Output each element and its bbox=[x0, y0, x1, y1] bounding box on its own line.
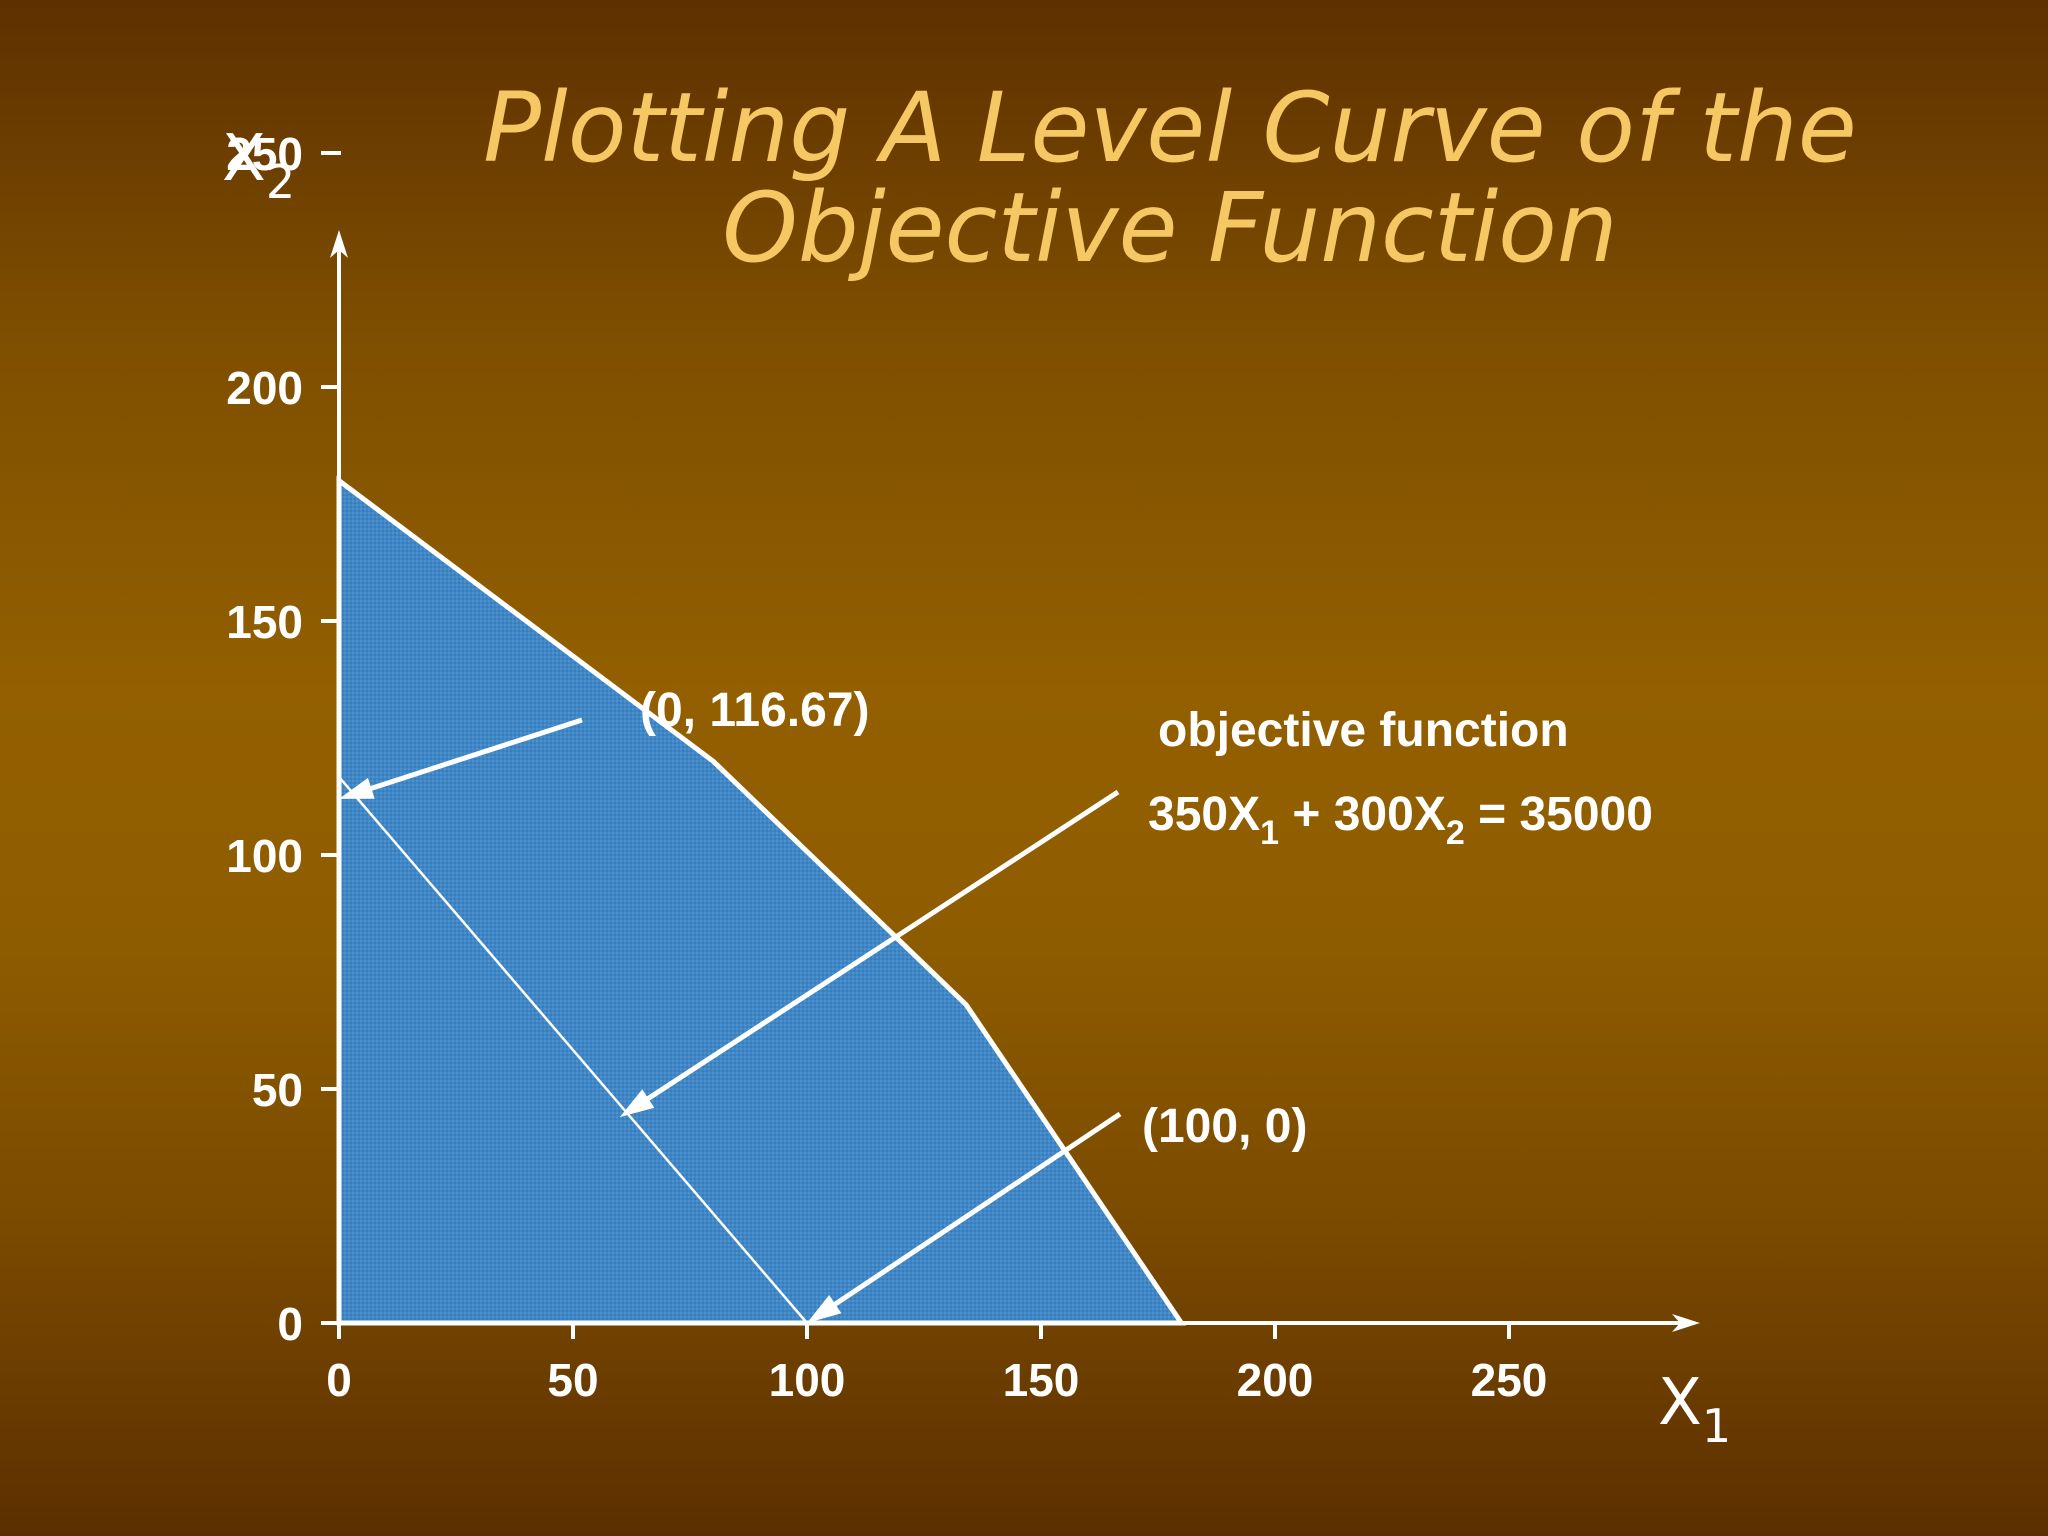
arrowhead-objective-function bbox=[619, 1089, 655, 1118]
arrow-objective-function bbox=[641, 789, 1120, 1104]
level-curve bbox=[338, 776, 808, 1324]
y-axis-arrowhead bbox=[330, 230, 348, 258]
x-axis-label: X1 bbox=[1658, 1366, 1731, 1453]
arrowhead-point-2 bbox=[807, 1294, 842, 1323]
slide-title: Plotting A Level Curve of the Objective … bbox=[440, 78, 1900, 278]
label-point-2: (100, 0) bbox=[1142, 1100, 1307, 1153]
x-ticks: 0 50 100 150 200 250 bbox=[326, 1321, 1547, 1406]
y-tick-label: 250 bbox=[226, 128, 303, 180]
x-tick-label: 0 bbox=[326, 1354, 352, 1406]
title-line-1: Plotting A Level Curve of the bbox=[483, 72, 1857, 184]
y-ticks: 0 50 100 150 200 250 bbox=[226, 128, 341, 1350]
y-axis-label: X2 bbox=[222, 122, 295, 209]
arrow-point-1 bbox=[364, 717, 583, 793]
label-point-1: (0, 116.67) bbox=[640, 684, 870, 737]
x-tick-label: 50 bbox=[547, 1354, 598, 1406]
label-objective-equation: 350X1 + 300X2 = 35000 bbox=[1148, 788, 1653, 852]
arrow-point-2 bbox=[828, 1111, 1122, 1310]
x-tick-label: 150 bbox=[1003, 1354, 1080, 1406]
feasible-region bbox=[336, 475, 1187, 1326]
y-tick-label: 50 bbox=[252, 1064, 303, 1116]
y-tick-label: 0 bbox=[277, 1298, 303, 1350]
y-tick-label: 150 bbox=[226, 596, 303, 648]
label-objective-function: objective function bbox=[1158, 704, 1569, 757]
y-tick-label: 100 bbox=[226, 830, 303, 882]
x-tick-label: 250 bbox=[1471, 1354, 1548, 1406]
y-tick-label: 200 bbox=[226, 362, 303, 414]
x-tick-label: 200 bbox=[1237, 1354, 1314, 1406]
x-axis-arrowhead bbox=[1672, 1314, 1700, 1332]
x-tick-label: 100 bbox=[769, 1354, 846, 1406]
title-line-2: Objective Function bbox=[722, 172, 1618, 284]
arrowhead-point-1 bbox=[339, 777, 375, 799]
